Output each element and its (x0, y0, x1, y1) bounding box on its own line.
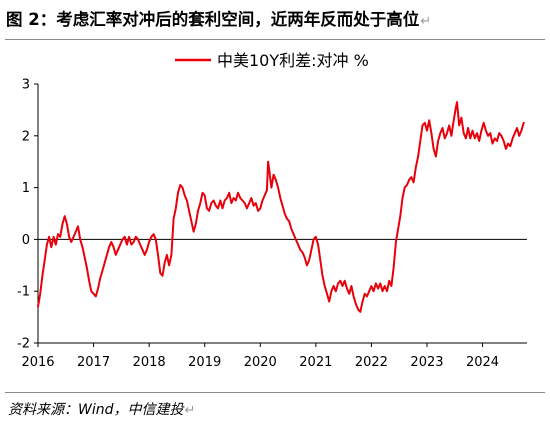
source-text: 资料来源：Wind，中信建投 (8, 402, 184, 418)
x-tick-label: 2020 (244, 355, 277, 370)
x-tick-label: 2022 (355, 355, 388, 370)
chart-area: -2 -1 0 1 2 3 2016 2017 2018 2019 2020 2021 2022 2023… (0, 42, 550, 388)
series-line (37, 101, 525, 313)
source-note: 资料来源：Wind，中信建投↵ (8, 397, 195, 423)
x-tick-label: 2019 (188, 355, 221, 370)
x-tick-label: 2023 (410, 355, 443, 370)
x-tick-label: 2016 (21, 355, 54, 370)
return-mark-icon: ↵ (420, 14, 432, 29)
y-tick-label: 3 (22, 78, 30, 93)
x-tick-label: 2018 (133, 355, 166, 370)
figure-title: 图 2：考虑汇率对冲后的套利空间，近两年反而处于高位↵ (6, 4, 544, 36)
return-mark-icon: ↵ (184, 403, 196, 418)
x-tick-label: 2021 (299, 355, 332, 370)
y-tick-label: 1 (22, 181, 30, 196)
line-chart: -2 -1 0 1 2 3 2016 2017 2018 2019 2020 2021 2022 2023… (17, 51, 527, 370)
y-tick-label: -1 (17, 285, 30, 300)
source-divider (5, 392, 545, 393)
figure-title-text: 图 2：考虑汇率对冲后的套利空间，近两年反而处于高位 (6, 10, 420, 29)
x-tick-label: 2024 (466, 355, 499, 370)
y-tick-label: 0 (22, 233, 30, 248)
y-tick-label: 2 (22, 129, 30, 144)
title-divider (5, 39, 545, 40)
legend-label: 中美10Y利差:对冲 % (217, 51, 369, 70)
x-tick-label: 2017 (77, 355, 110, 370)
y-tick-label: -2 (17, 337, 30, 352)
